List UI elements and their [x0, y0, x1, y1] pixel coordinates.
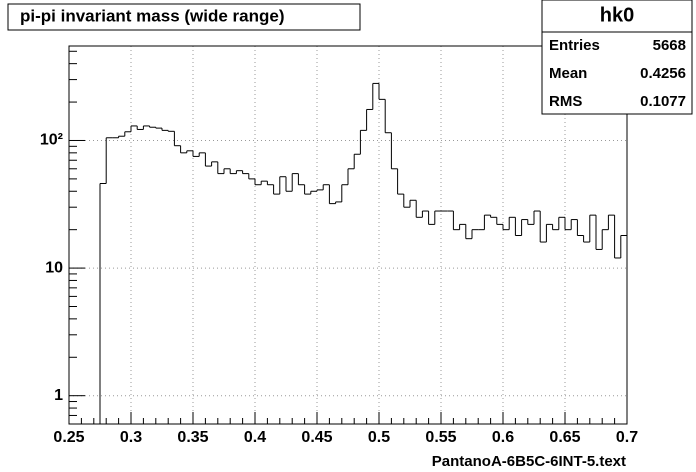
- x-tick-label: 0.25: [53, 429, 84, 446]
- y-tick-label: 10: [45, 259, 63, 276]
- stats-label: Entries: [549, 37, 600, 54]
- stats-title: hk0: [600, 4, 634, 26]
- x-tick-label: 0.6: [492, 429, 514, 446]
- x-tick-label: 0.65: [549, 429, 580, 446]
- x-tick-label: 0.35: [177, 429, 208, 446]
- stats-value: 5668: [653, 37, 686, 54]
- stats-label: Mean: [549, 65, 587, 82]
- y-tick-label: 10²: [40, 132, 63, 149]
- x-tick-label: 0.5: [368, 429, 390, 446]
- x-tick-label: 0.4: [244, 429, 266, 446]
- stats-value: 0.1077: [640, 93, 686, 110]
- y-tick-label: 1: [54, 387, 63, 404]
- x-tick-label: 0.7: [616, 429, 638, 446]
- x-tick-label: 0.45: [301, 429, 332, 446]
- stats-value: 0.4256: [640, 65, 686, 82]
- plot-frame: [68, 45, 628, 425]
- x-axis-label: PantanoA-6B5C-6INT-5.text: [432, 453, 626, 470]
- chart-title: pi-pi invariant mass (wide range): [20, 6, 285, 25]
- stats-box: [541, 0, 693, 115]
- stats-label: RMS: [549, 93, 582, 110]
- x-tick-label: 0.3: [120, 429, 142, 446]
- x-tick-label: 0.55: [425, 429, 456, 446]
- title-box: [7, 3, 361, 31]
